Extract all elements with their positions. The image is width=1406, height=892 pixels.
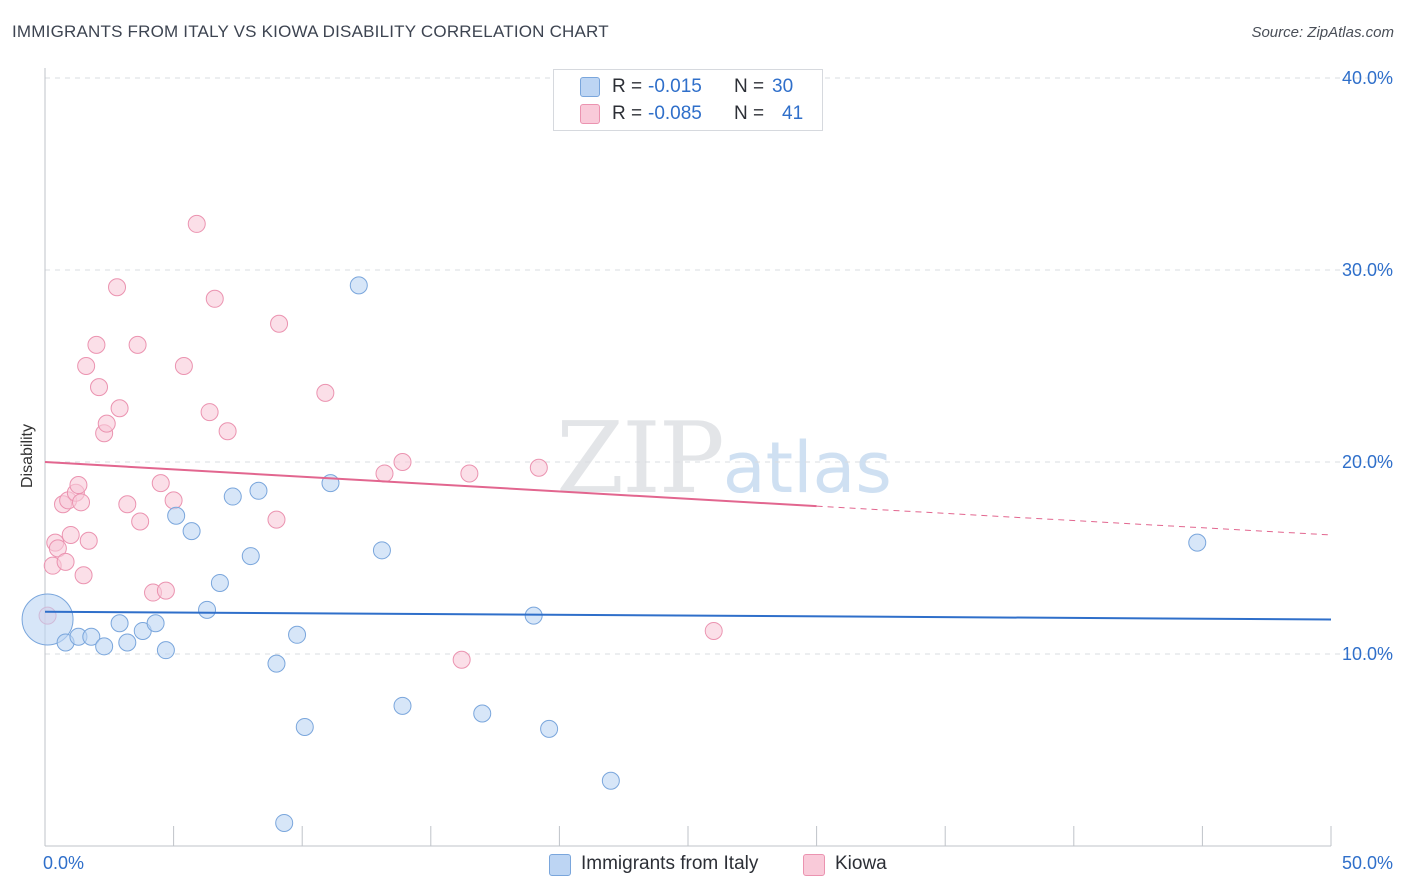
kiowa-point	[316, 383, 335, 402]
kiowa-point	[61, 525, 80, 544]
legend-n-value: 41	[782, 103, 804, 124]
kiowa-point	[87, 335, 106, 354]
kiowa-point	[187, 214, 206, 233]
kiowa-point	[164, 491, 183, 510]
legend-row-italy: R = -0.015 N = 30	[554, 74, 822, 100]
legend-row-kiowa: R = -0.085 N = 41	[554, 101, 822, 127]
kiowa-point	[90, 378, 109, 397]
italy-point	[295, 717, 314, 736]
kiowa-point	[452, 650, 471, 669]
y-tick-label: 40.0%	[1342, 68, 1393, 88]
kiowa-point	[218, 422, 237, 441]
italy-point	[146, 614, 165, 633]
legend-n-label: N =	[734, 76, 765, 97]
italy-point	[288, 625, 307, 644]
italy-point	[372, 541, 391, 560]
legend-r-value: -0.015	[648, 76, 702, 97]
kiowa-point	[72, 493, 91, 512]
kiowa-point	[131, 512, 150, 531]
italy-point	[540, 719, 559, 738]
kiowa-point	[108, 278, 127, 297]
italy-point	[21, 593, 74, 646]
kiowa-point	[48, 539, 67, 558]
legend-n-label: N =	[734, 103, 765, 124]
italy-point	[393, 696, 412, 715]
source-label: Source: ZipAtlas.com	[1251, 24, 1394, 41]
kiowa-trend-extension	[816, 505, 1332, 536]
legend-r-label: R =	[612, 76, 643, 97]
x-tick-label: 0.0%	[43, 853, 84, 873]
legend-label-kiowa: Kiowa	[835, 853, 887, 874]
legend-swatch-italy	[549, 854, 571, 876]
legend-swatch-italy	[580, 77, 600, 97]
kiowa-point	[110, 399, 129, 418]
italy-point	[349, 276, 368, 295]
kiowa-point	[704, 621, 723, 640]
kiowa-point	[118, 495, 137, 514]
italy-point	[182, 522, 201, 541]
italy-point	[275, 813, 294, 832]
chart-title: IMMIGRANTS FROM ITALY VS KIOWA DISABILIT…	[12, 22, 609, 41]
italy-point	[473, 704, 492, 723]
y-tick-label: 10.0%	[1342, 644, 1393, 664]
kiowa-point	[460, 464, 479, 483]
kiowa-point	[151, 474, 170, 493]
legend-r-label: R =	[612, 103, 643, 124]
kiowa-point	[77, 357, 96, 375]
kiowa-point	[128, 335, 147, 354]
series-legend: Immigrants from Italy Kiowa	[0, 852, 1406, 878]
italy-trend-line	[44, 610, 1332, 621]
italy-point	[198, 600, 217, 619]
watermark-atlas: atlas	[722, 427, 892, 509]
kiowa-point	[69, 476, 88, 495]
kiowa-point	[270, 314, 289, 333]
italy-point	[82, 627, 101, 646]
legend-r-value: -0.085	[648, 103, 702, 124]
legend-swatch-kiowa	[803, 854, 825, 876]
italy-point	[110, 614, 129, 633]
kiowa-point	[205, 289, 224, 308]
x-tick-label: 50.0%	[1342, 853, 1393, 873]
italy-point	[156, 641, 175, 660]
italy-point	[223, 487, 242, 506]
kiowa-trend-line	[44, 461, 817, 508]
italy-point	[267, 654, 286, 673]
kiowa-point	[156, 581, 175, 600]
correlation-legend: R = -0.015 N = 30 R = -0.085 N = 41	[553, 69, 823, 131]
y-tick-label: 20.0%	[1342, 452, 1393, 472]
kiowa-point	[97, 414, 116, 433]
italy-point	[210, 573, 229, 592]
italy-point	[601, 771, 620, 790]
italy-point	[95, 637, 114, 656]
kiowa-point	[174, 357, 193, 375]
kiowa-point	[393, 453, 412, 471]
italy-point	[249, 481, 268, 500]
kiowa-point	[200, 403, 219, 422]
legend-swatch-kiowa	[580, 104, 600, 124]
italy-point	[167, 506, 186, 525]
kiowa-point	[79, 531, 98, 550]
italy-point	[241, 547, 260, 566]
kiowa-point	[267, 510, 286, 529]
kiowa-point	[56, 552, 75, 571]
kiowa-point	[375, 464, 394, 483]
kiowa-point	[74, 566, 93, 585]
kiowa-point	[529, 458, 548, 477]
legend-label-italy: Immigrants from Italy	[581, 853, 759, 874]
legend-n-value: 30	[772, 76, 794, 97]
y-tick-label: 30.0%	[1342, 260, 1393, 280]
italy-point	[1188, 533, 1207, 552]
italy-point	[118, 633, 137, 652]
